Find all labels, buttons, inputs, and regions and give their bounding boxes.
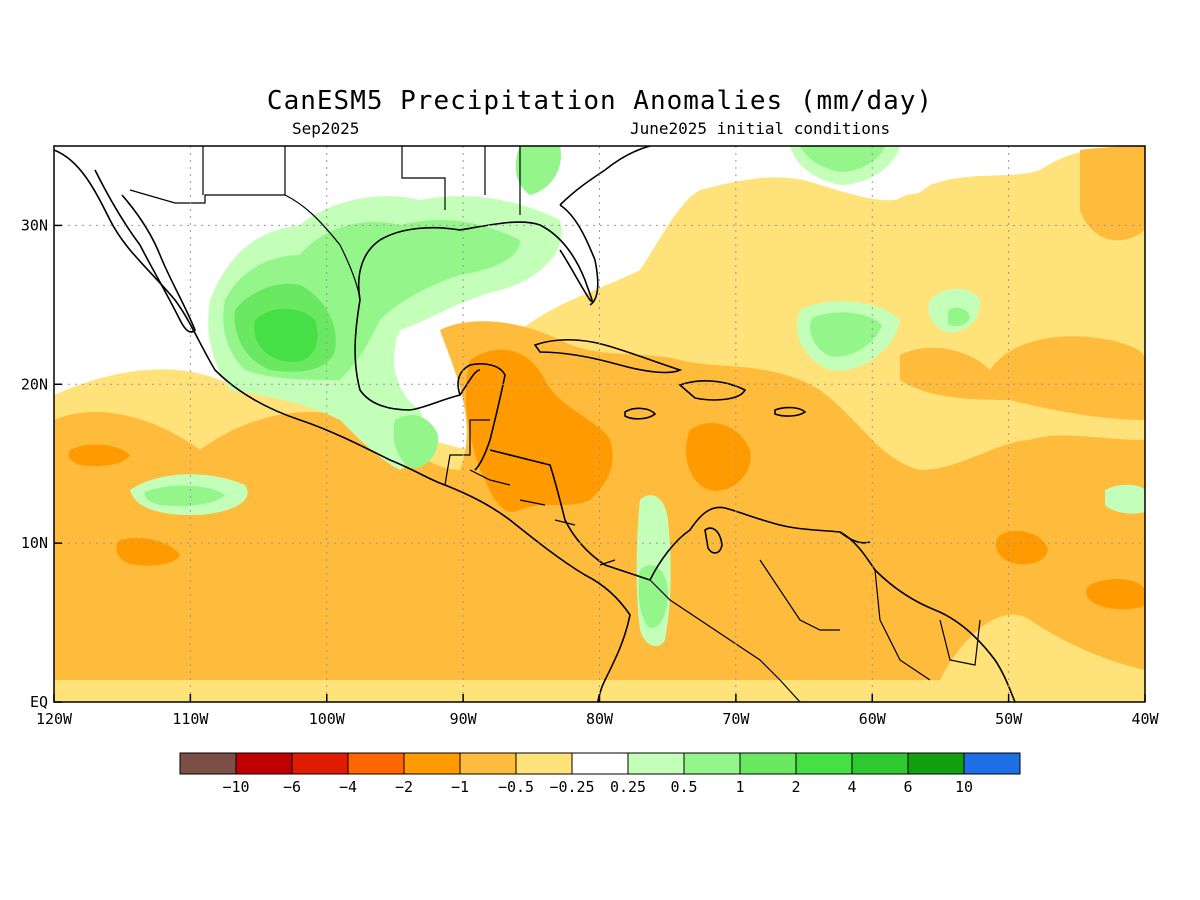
coast-gulf-mexico [357,221,593,302]
colorbar-swatch [795,752,853,775]
dry-region-pacific-strong [68,444,130,467]
colorbar-label: −2 [395,778,413,796]
coastlines [54,146,1016,702]
dry-region-atlantic-strong-2 [1086,578,1145,610]
dry-region-central-atlantic-mid [900,336,1145,420]
colorbar-swatch [907,752,965,775]
coast-florida [559,204,599,306]
colorbar-swatch [347,752,405,775]
colorbar-label: 4 [847,778,856,796]
coast-mexico-pacific [54,149,631,702]
x-tick-label: 90W [450,710,478,728]
colorbar-label: −6 [283,778,301,796]
colorbar-swatch [851,752,909,775]
chart-title: CanESM5 Precipitation Anomalies (mm/day) [266,86,934,116]
colorbar-swatch [403,752,461,775]
colorbar-label: 10 [955,778,973,796]
wet-region-guatemala [393,415,439,469]
colorbar-swatch [963,752,1021,775]
grid-lines [54,146,1145,702]
colorbar-label: 6 [903,778,912,796]
colorbar-label: −4 [339,778,357,796]
x-tick-label: 120W [36,710,73,728]
colorbar-swatch [515,752,573,775]
border-us-mexico [129,146,286,204]
wet-region-gulf-east [515,146,561,195]
x-tick-label: 110W [172,710,209,728]
dry-region-caribbean-mid [54,321,1145,680]
colorbar-label: 0.5 [670,778,697,796]
coast-us-atlantic [559,146,651,206]
coast-gulf-west [354,299,481,411]
anomaly-fields [54,146,1145,702]
colorbar-swatch [459,752,517,775]
border-south-america [649,559,981,702]
dry-region-atlantic-north [876,193,962,263]
colorbar-label: 0.25 [610,778,646,796]
colorbar-swatch [235,752,293,775]
colorbar-swatch [179,752,237,775]
dry-region-pacific-strong-2 [116,538,180,566]
wet-region-northeast-mid [800,146,885,172]
x-tick-label: 70W [722,710,750,728]
coast-jamaica [624,407,657,420]
y-tick-label: 30N [21,216,48,234]
colorbar-label: 2 [791,778,800,796]
wet-region-atlantic-mid [810,312,882,357]
coast-puerto-rico [774,406,807,417]
coast-baja [94,169,196,333]
coast-central-america-caribbean [489,449,651,581]
coast-hispaniola [678,380,747,401]
x-tick-label: 40W [1131,710,1159,728]
wet-region-mexico-max [254,308,318,363]
border-guatemala [444,419,490,486]
x-tick-label: 50W [995,710,1023,728]
colorbar-swatch [739,752,797,775]
y-tick-label: EQ [30,693,48,711]
colorbar-label: −1 [451,778,469,796]
y-axis: EQ 10N 20N 30N [21,216,62,711]
colorbar-swatch [571,752,629,775]
x-tick-label: 100W [309,710,346,728]
colorbar: −10 −6 −4 −2 −1 −0.5 −0.25 0.25 0.5 1 2 4 6 10 [179,752,1021,796]
colorbar-label: −0.25 [549,778,594,796]
political-borders [129,146,981,702]
colorbar-label: 1 [735,778,744,796]
dry-region-north-atlantic-mid [1080,146,1145,241]
coast-cuba [533,339,683,374]
border-us-state-lines [202,146,521,215]
wet-region-bermuda-mid [948,307,970,326]
valid-month-label: Sep2025 [292,119,360,138]
coast-orinoco [839,531,871,544]
border-central-america [469,469,616,566]
wet-region-pacific-mid [144,485,225,507]
dry-region-caribbean-strong [686,422,751,491]
colorbar-swatch [291,752,349,775]
colorbar-label: −10 [222,778,249,796]
wet-region-atlantic-east [1105,484,1145,514]
x-tick-label: 80W [586,710,614,728]
colorbar-label: −0.5 [498,778,534,796]
colorbar-swatch [627,752,685,775]
wet-region-colombia-mid [638,565,668,629]
x-tick-label: 60W [859,710,887,728]
border-us-mexico-east [284,194,361,301]
colorbar-swatch [683,752,741,775]
y-tick-label: 10N [21,534,48,552]
y-tick-label: 20N [21,375,48,393]
initial-conditions-label: June2025 initial conditions [630,119,891,138]
coast-lake-maracaibo [704,527,723,554]
x-axis: 120W 110W 100W 90W 80W 70W 60W 50W 40W [36,694,1160,728]
